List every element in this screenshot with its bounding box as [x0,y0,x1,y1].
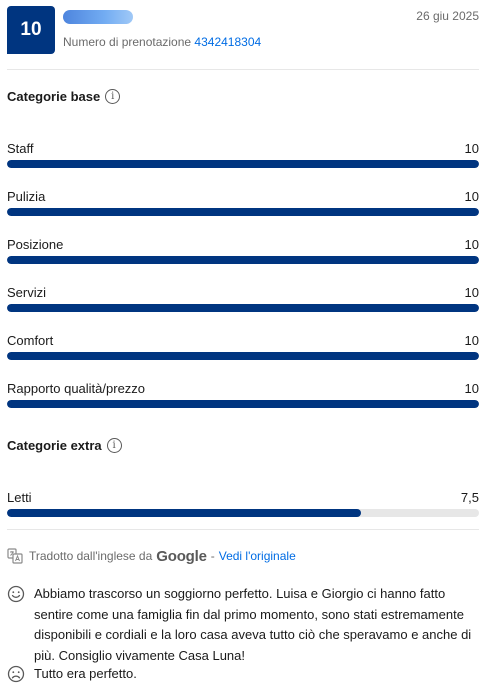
smiling-face-icon [7,585,25,603]
category-row: Letti 7,5 [7,490,479,522]
translation-note: Tradotto dall'inglese da Google - Vedi l… [7,546,296,566]
category-label: Posizione [7,237,64,252]
category-row: Rapporto qualità/prezzo 10 [7,381,479,413]
positive-review: Abbiamo trascorso un soggiorno perfetto.… [7,584,479,666]
category-label: Comfort [7,333,54,348]
category-score-bar [7,160,479,168]
review-header: 10 26 giu 2025 Numero di prenotazione 43… [7,5,479,57]
category-score: 10 [464,237,479,252]
extra-categories-title: Categorie extra i [7,438,122,453]
category-score-bar [7,400,479,408]
category-score-bar [7,352,479,360]
category-score-fill [7,304,479,312]
category-label: Rapporto qualità/prezzo [7,381,146,396]
info-icon[interactable]: i [105,89,121,104]
category-score: 10 [464,381,479,396]
category-label: Staff [7,141,34,156]
category-score-fill [7,509,361,517]
category-row: Staff 10 [7,141,479,173]
category-score: 10 [464,285,479,300]
category-row: Comfort 10 [7,333,479,365]
base-categories-title: Categorie base i [7,89,121,104]
divider [7,529,479,530]
google-logo: Google [156,547,207,565]
booking-number: Numero di prenotazione 4342418304 [63,35,261,49]
category-label: Servizi [7,285,47,300]
negative-review: Tutto era perfetto. [7,664,479,685]
category-score: 10 [464,141,479,156]
negative-review-text: Tutto era perfetto. [34,666,137,681]
positive-review-text: Abbiamo trascorso un soggiorno perfetto.… [34,586,472,663]
category-score-bar [7,304,479,312]
category-label: Pulizia [7,189,46,204]
separator: - [210,549,215,563]
category-row: Pulizia 10 [7,189,479,221]
category-score-bar [7,509,479,517]
category-score-fill [7,256,479,264]
booking-label: Numero di prenotazione [63,35,192,49]
category-score-bar [7,208,479,216]
translate-icon [7,548,23,564]
sad-face-icon [7,665,25,683]
category-score-fill [7,352,479,360]
category-score-bar [7,256,479,264]
translation-text: Tradotto dall'inglese da [29,549,153,563]
reviewer-name [63,10,133,24]
category-score-fill [7,400,479,408]
view-original-link[interactable]: Vedi l'originale [218,549,296,563]
category-score: 10 [464,333,479,348]
category-score-fill [7,160,479,168]
category-score: 7,5 [460,490,479,505]
review-date: 26 giu 2025 [416,9,479,23]
booking-number-link[interactable]: 4342418304 [194,35,262,49]
score-badge: 10 [7,6,55,54]
category-score-fill [7,208,479,216]
category-label: Letti [7,490,32,505]
category-row: Posizione 10 [7,237,479,269]
divider [7,69,479,70]
category-row: Servizi 10 [7,285,479,317]
category-score: 10 [464,189,479,204]
info-icon[interactable]: i [106,438,122,453]
